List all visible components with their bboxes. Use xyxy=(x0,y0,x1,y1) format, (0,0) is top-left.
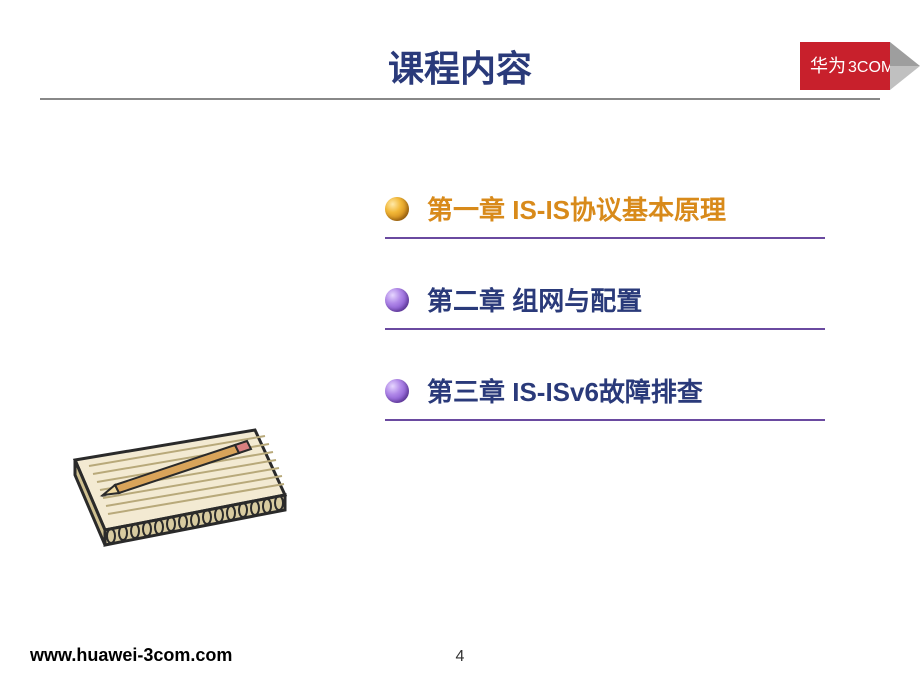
chapter-label: 第一章 IS-IS协议基本原理 xyxy=(427,190,726,227)
chapter-item-3: 第三章 IS-ISv6故障排查 xyxy=(385,372,825,421)
brand-logo: 华为 3COM xyxy=(800,42,920,90)
title-divider xyxy=(40,98,880,100)
bullet-icon xyxy=(385,197,409,221)
chapter-label: 第二章 组网与配置 xyxy=(427,281,642,318)
chapter-list: 第一章 IS-IS协议基本原理 第二章 组网与配置 第三章 IS-ISv6故障排… xyxy=(385,190,825,463)
logo-svg: 华为 3COM xyxy=(800,42,920,90)
bullet-icon xyxy=(385,288,409,312)
slide: 课程内容 华为 3COM 第一章 IS-IS协议基本原理 第二章 组网与配置 第… xyxy=(0,0,920,690)
chapter-label: 第三章 IS-ISv6故障排查 xyxy=(427,372,703,409)
logo-left-text: 华为 xyxy=(810,56,846,76)
chapter-item-2: 第二章 组网与配置 xyxy=(385,281,825,330)
bullet-icon xyxy=(385,379,409,403)
chapter-item-1: 第一章 IS-IS协议基本原理 xyxy=(385,190,825,239)
slide-title: 课程内容 xyxy=(0,40,920,92)
footer-page-number: 4 xyxy=(0,648,920,666)
notepad-icon xyxy=(55,400,295,560)
logo-right-text: 3COM xyxy=(848,59,894,76)
